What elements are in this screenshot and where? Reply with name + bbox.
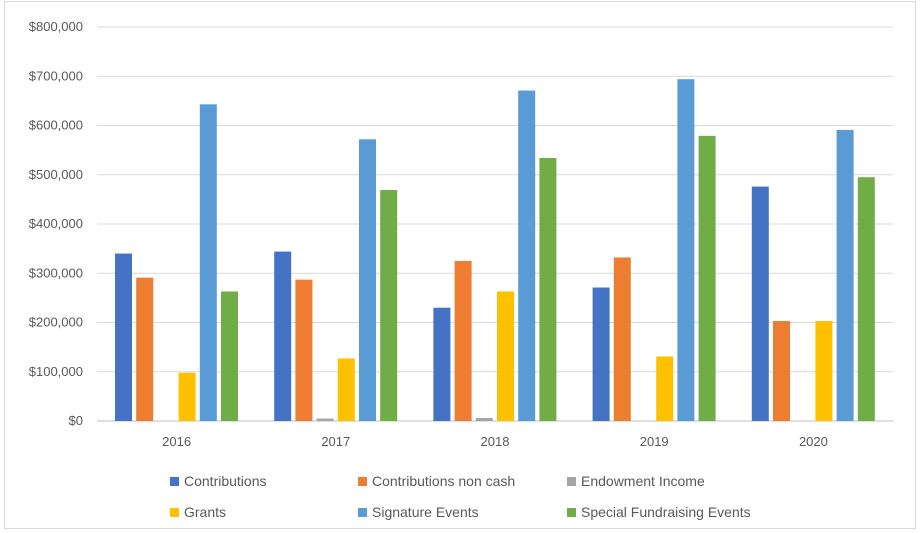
legend-swatch [358, 477, 367, 486]
x-tick-label: 2016 [162, 434, 191, 449]
bar-grants-2019 [656, 356, 674, 421]
y-tick-label: $0 [69, 413, 83, 428]
legend-swatch [170, 477, 179, 486]
bar-contributions-2018 [433, 307, 451, 421]
x-tick-label: 2020 [799, 434, 828, 449]
legend-swatch [358, 508, 367, 517]
bar-contributions-non-cash-2018 [454, 260, 472, 421]
legend-label: Contributions [184, 473, 267, 489]
bar-contributions-2016 [115, 253, 132, 421]
bar-contributions-2017 [274, 251, 292, 421]
y-tick-label: $400,000 [29, 216, 83, 231]
bar-contributions-non-cash-2019 [613, 257, 631, 421]
legend-swatch [567, 508, 576, 517]
bar-endowment-income-2018 [475, 418, 493, 421]
bar-special-fundraising-events-2018 [539, 158, 557, 421]
legend-label: Special Fundraising Events [581, 504, 751, 520]
x-tick-label: 2017 [321, 434, 350, 449]
bar-special-fundraising-events-2016 [221, 291, 238, 421]
y-tick-label: $500,000 [29, 167, 83, 182]
bar-contributions-non-cash-2020 [773, 321, 790, 421]
bar-grants-2018 [497, 291, 514, 421]
legend-label: Signature Events [372, 504, 479, 520]
bar-signature-events-2016 [199, 104, 217, 421]
bar-contributions-non-cash-2016 [136, 277, 154, 421]
legend: Contributions Contributions non cash Endow… [170, 473, 751, 520]
bar-signature-events-2020 [836, 129, 854, 421]
y-tick-label: $300,000 [29, 265, 83, 280]
y-tick-label: $600,000 [29, 118, 83, 133]
legend-swatch [567, 477, 576, 486]
bar-contributions-2020 [751, 186, 769, 421]
bar-contributions-non-cash-2017 [295, 279, 313, 421]
legend-label: Grants [184, 504, 226, 520]
y-axis: $0 $100,000 $200,000 $300,000 $400,000 $500,0… [29, 19, 83, 428]
y-tick-label: $100,000 [29, 364, 83, 379]
x-tick-label: 2019 [640, 434, 669, 449]
bar-special-fundraising-events-2019 [698, 135, 716, 421]
bar-contributions-2019 [592, 287, 610, 421]
bars [115, 79, 875, 422]
y-tick-label: $800,000 [29, 19, 83, 34]
bar-signature-events-2019 [677, 79, 695, 421]
y-tick-label: $700,000 [29, 68, 83, 83]
legend-label: Contributions non cash [372, 473, 515, 489]
x-tick-label: 2018 [481, 434, 510, 449]
x-axis: 2016 2017 2018 2019 2020 [162, 434, 828, 449]
legend-label: Endowment Income [581, 473, 705, 489]
bar-grants-2020 [815, 321, 833, 421]
bar-grants-2017 [337, 358, 355, 421]
bar-signature-events-2018 [518, 90, 536, 421]
bar-grants-2016 [178, 372, 196, 421]
bar-special-fundraising-events-2020 [857, 177, 875, 421]
bar-signature-events-2017 [359, 139, 376, 422]
y-tick-label: $200,000 [29, 315, 83, 330]
bar-endowment-income-2017 [316, 418, 334, 421]
bar-special-fundraising-events-2017 [380, 190, 398, 421]
legend-swatch [170, 508, 179, 517]
